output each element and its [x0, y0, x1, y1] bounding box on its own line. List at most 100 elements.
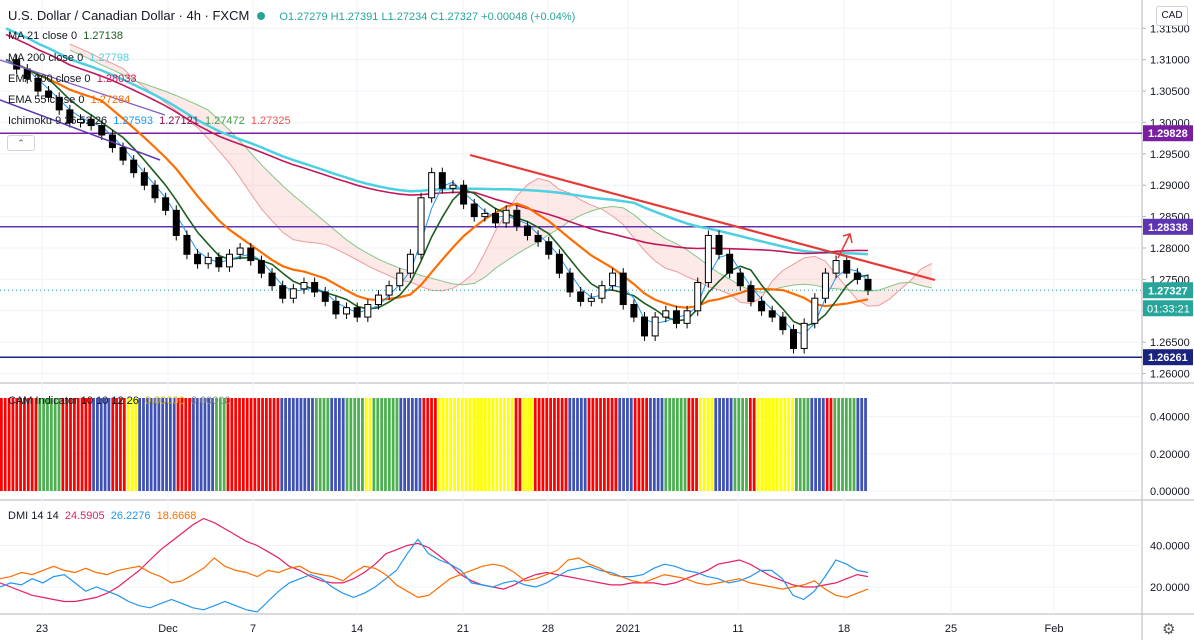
- y-tick-label: 1.26000: [1150, 369, 1190, 381]
- candle-body: [364, 304, 372, 318]
- cam-bar: [203, 398, 207, 491]
- x-tick-label: 11: [732, 623, 743, 635]
- cam-bar: [437, 398, 441, 491]
- x-tick-label: Feb: [1045, 623, 1064, 635]
- cam-bar: [841, 398, 844, 491]
- cam-bar: [453, 398, 456, 491]
- candle-body: [268, 272, 276, 287]
- candle-body: [396, 272, 404, 287]
- dmi-line-3: [0, 557, 869, 599]
- cam-bar: [34, 398, 38, 491]
- candle-body: [843, 260, 851, 274]
- legend-dmi-v1: 24.5905: [64, 510, 105, 522]
- cam-bar: [180, 398, 184, 491]
- candle-body: [417, 197, 425, 255]
- cam-bar: [675, 398, 679, 491]
- cam-bar: [119, 398, 122, 491]
- cam-bar: [441, 398, 445, 491]
- cam-bar: [345, 398, 349, 491]
- candle-body: [140, 172, 148, 186]
- x-tick-label: 14: [351, 623, 363, 635]
- channel-trendline: [0, 99, 161, 161]
- cam-bar: [699, 398, 702, 491]
- collapse-legend-button[interactable]: ⌃: [7, 135, 35, 151]
- candle-body: [619, 272, 627, 306]
- x-tick-label: 21: [457, 623, 469, 635]
- cam-bar: [337, 398, 341, 491]
- cam-bar: [349, 398, 353, 491]
- cam-bar: [103, 398, 107, 491]
- settings-gear-icon[interactable]: ⚙: [1162, 621, 1176, 638]
- cam-bar: [426, 398, 430, 491]
- horizontal-levels[interactable]: [0, 132, 1142, 358]
- cam-bar: [222, 398, 226, 491]
- cam-bar: [299, 398, 303, 491]
- cam-bar: [49, 398, 53, 491]
- y-tick-label: 1.30000: [1150, 117, 1190, 129]
- cam-bar: [530, 398, 533, 491]
- cam-bar: [833, 398, 837, 491]
- cam-bar: [856, 398, 860, 491]
- cam-bar: [407, 398, 410, 491]
- cam-bar: [491, 398, 495, 491]
- cam-bar: [134, 398, 138, 491]
- cam-bar: [211, 398, 215, 491]
- legend-ema200[interactable]: EMA 200 close 0 1.28033: [8, 72, 136, 86]
- trendline-drawings[interactable]: [0, 59, 936, 282]
- dmi-lines: [0, 517, 869, 613]
- ohlc-values: O1.27279 H1.27391 L1.27234 C1.27327 +0.0…: [279, 11, 576, 23]
- cam-bar: [46, 398, 49, 491]
- candle-body: [45, 90, 53, 98]
- cam-bar: [664, 398, 668, 491]
- cam-bar: [668, 398, 672, 491]
- badge-countdown: 01:33:21: [1147, 303, 1190, 315]
- cam-bar: [76, 398, 80, 491]
- legend-dmi[interactable]: DMI 14 14 24.5905 26.2276 18.6668: [8, 510, 196, 522]
- cam-bar: [564, 398, 568, 491]
- cam-y-tick-label: 0.00000: [1150, 486, 1190, 498]
- candle-body: [651, 316, 659, 337]
- cam-bar: [84, 398, 88, 491]
- cam-bar: [234, 398, 238, 491]
- legend-ichimoku-v4: 1.27325: [250, 115, 291, 127]
- cam-bar: [672, 398, 675, 491]
- legend-ichimoku-v2: 1.27121: [159, 115, 199, 127]
- candle-body: [715, 234, 723, 255]
- legend-cam[interactable]: CAM Indicator 10 10 12 26 0.00000 0.0000…: [8, 395, 231, 407]
- candle-body: [119, 147, 127, 161]
- channel-trendline-upper: [0, 59, 166, 116]
- candle-body: [523, 225, 531, 236]
- candle-body: [662, 310, 670, 318]
- candle-body: [747, 285, 755, 302]
- cam-bar: [238, 398, 241, 491]
- legend-ichimoku[interactable]: Ichimoku 9 26 52 26 1.27593 1.27121 1.27…: [8, 114, 291, 128]
- cam-bar: [764, 398, 768, 491]
- candle-body: [343, 307, 351, 315]
- cam-bar: [7, 398, 11, 491]
- cam-bar: [230, 398, 234, 491]
- cam-bar: [261, 398, 264, 491]
- legend-ma200[interactable]: MA 200 close 0 1.27798: [8, 51, 129, 65]
- cam-bar: [42, 398, 46, 491]
- cam-bar: [161, 398, 165, 491]
- cam-bar: [61, 398, 65, 491]
- candle-body: [300, 282, 308, 290]
- x-tick-label: 25: [945, 623, 957, 635]
- cam-bar: [111, 398, 115, 491]
- y-tick-label: 1.28000: [1150, 243, 1190, 255]
- cam-bar: [434, 398, 437, 491]
- ichimoku-span-b: [69, 49, 933, 293]
- currency-button[interactable]: CAD: [1156, 6, 1188, 26]
- cam-bar: [610, 398, 614, 491]
- y-tick-label: 1.30500: [1150, 86, 1190, 98]
- cam-bar: [733, 398, 737, 491]
- candle-body: [641, 316, 649, 337]
- cam-bar: [322, 398, 326, 491]
- x-tick-label: 18: [838, 623, 850, 635]
- legend-ema55[interactable]: EMA 55 close 0 1.27284: [8, 93, 130, 107]
- cam-bar: [506, 398, 510, 491]
- symbol-title[interactable]: U.S. Dollar / Canadian Dollar · 4h · FXC…: [8, 8, 250, 23]
- legend-dmi-v2: 26.2276: [110, 510, 151, 522]
- legend-ma21[interactable]: MA 21 close 0 1.27138: [8, 29, 123, 43]
